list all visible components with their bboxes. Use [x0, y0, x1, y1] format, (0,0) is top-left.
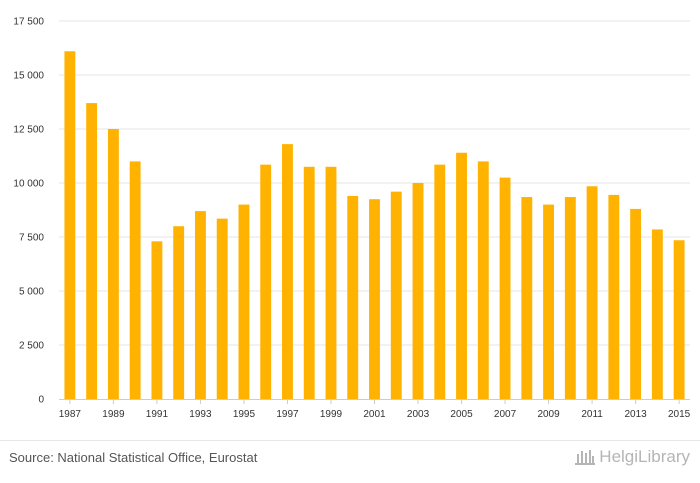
bar-2013[interactable]: [630, 208, 642, 399]
bar-2002[interactable]: [390, 191, 402, 399]
bar-1991[interactable]: [151, 241, 163, 399]
y-tick-label: 17 500: [13, 17, 44, 28]
bar-chart: 0 2 500 5 000 7 500 10 000 12 500 15 000 17 500…: [13, 17, 691, 421]
bar-2011[interactable]: [586, 186, 598, 399]
x-tick-label: 1993: [189, 409, 212, 420]
chart-area: 0 2 500 5 000 7 500 10 000 12 500 15 000 17 500…: [13, 17, 691, 421]
x-tick-label: 2001: [363, 409, 386, 420]
y-tick-label: 2 500: [19, 341, 44, 352]
bar-2006[interactable]: [477, 161, 489, 399]
y-tick-label: 0: [38, 395, 44, 406]
helgilibrary-logo[interactable]: HelgiLibrary: [574, 447, 690, 467]
bar-1989[interactable]: [107, 129, 119, 399]
y-tick-label: 5 000: [19, 287, 44, 298]
x-tick-label: 1991: [146, 409, 169, 420]
bar-1987[interactable]: [64, 51, 76, 400]
y-axis-labels: 0 2 500 5 000 7 500 10 000 12 500 15 000 17 500: [13, 17, 44, 406]
x-tick-label: 2003: [407, 409, 430, 420]
x-tick-label: 1987: [59, 409, 82, 420]
y-tick-label: 15 000: [13, 71, 44, 82]
bar-2000[interactable]: [347, 195, 359, 399]
bar-2003[interactable]: [412, 183, 424, 399]
bar-1990[interactable]: [129, 161, 141, 399]
bar-2005[interactable]: [456, 152, 467, 399]
bar-2008[interactable]: [521, 197, 533, 399]
bar-2004[interactable]: [434, 164, 446, 399]
bar-2009[interactable]: [543, 204, 555, 399]
bar-2014[interactable]: [651, 229, 663, 399]
bar-1998[interactable]: [303, 166, 315, 399]
source-note: Source: National Statistical Office, Eur…: [9, 450, 258, 465]
bar-2012[interactable]: [608, 194, 620, 399]
logo-text: HelgiLibrary: [599, 447, 690, 466]
bar-1999[interactable]: [325, 166, 337, 399]
y-tick-label: 7 500: [19, 233, 44, 244]
library-building-icon: [575, 450, 596, 465]
bar-2001[interactable]: [369, 199, 380, 399]
bar-1988[interactable]: [86, 103, 98, 399]
y-tick-label: 12 500: [13, 125, 44, 136]
x-axis-labels: 1987 1989 1991 1993 1995 1997 1999 2001 2003 2005…: [59, 409, 691, 420]
bar-2010[interactable]: [564, 197, 576, 399]
x-tick-label: 2007: [494, 409, 517, 420]
bar-1997[interactable]: [282, 144, 293, 399]
x-tick-label: 2005: [450, 409, 473, 420]
x-tick-label: 2015: [668, 409, 691, 420]
x-tick-label: 1999: [320, 409, 343, 420]
y-tick-label: 10 000: [13, 179, 44, 190]
bars: [64, 51, 685, 400]
x-tick-label: 1995: [233, 409, 256, 420]
x-tick-label: 2013: [624, 409, 647, 420]
bar-2015[interactable]: [673, 240, 685, 399]
chart-footer: Source: National Statistical Office, Eur…: [0, 440, 700, 483]
x-axis: [59, 399, 690, 404]
bar-2007[interactable]: [499, 177, 511, 399]
bar-1993[interactable]: [194, 211, 206, 399]
bar-1996[interactable]: [260, 164, 272, 399]
x-tick-label: 2011: [581, 409, 603, 420]
bar-1995[interactable]: [238, 204, 250, 399]
x-tick-label: 1997: [276, 409, 299, 420]
x-tick-label: 1989: [102, 409, 125, 420]
x-tick-label: 2009: [537, 409, 560, 420]
bar-1994[interactable]: [216, 218, 228, 399]
bar-1992[interactable]: [173, 226, 185, 399]
